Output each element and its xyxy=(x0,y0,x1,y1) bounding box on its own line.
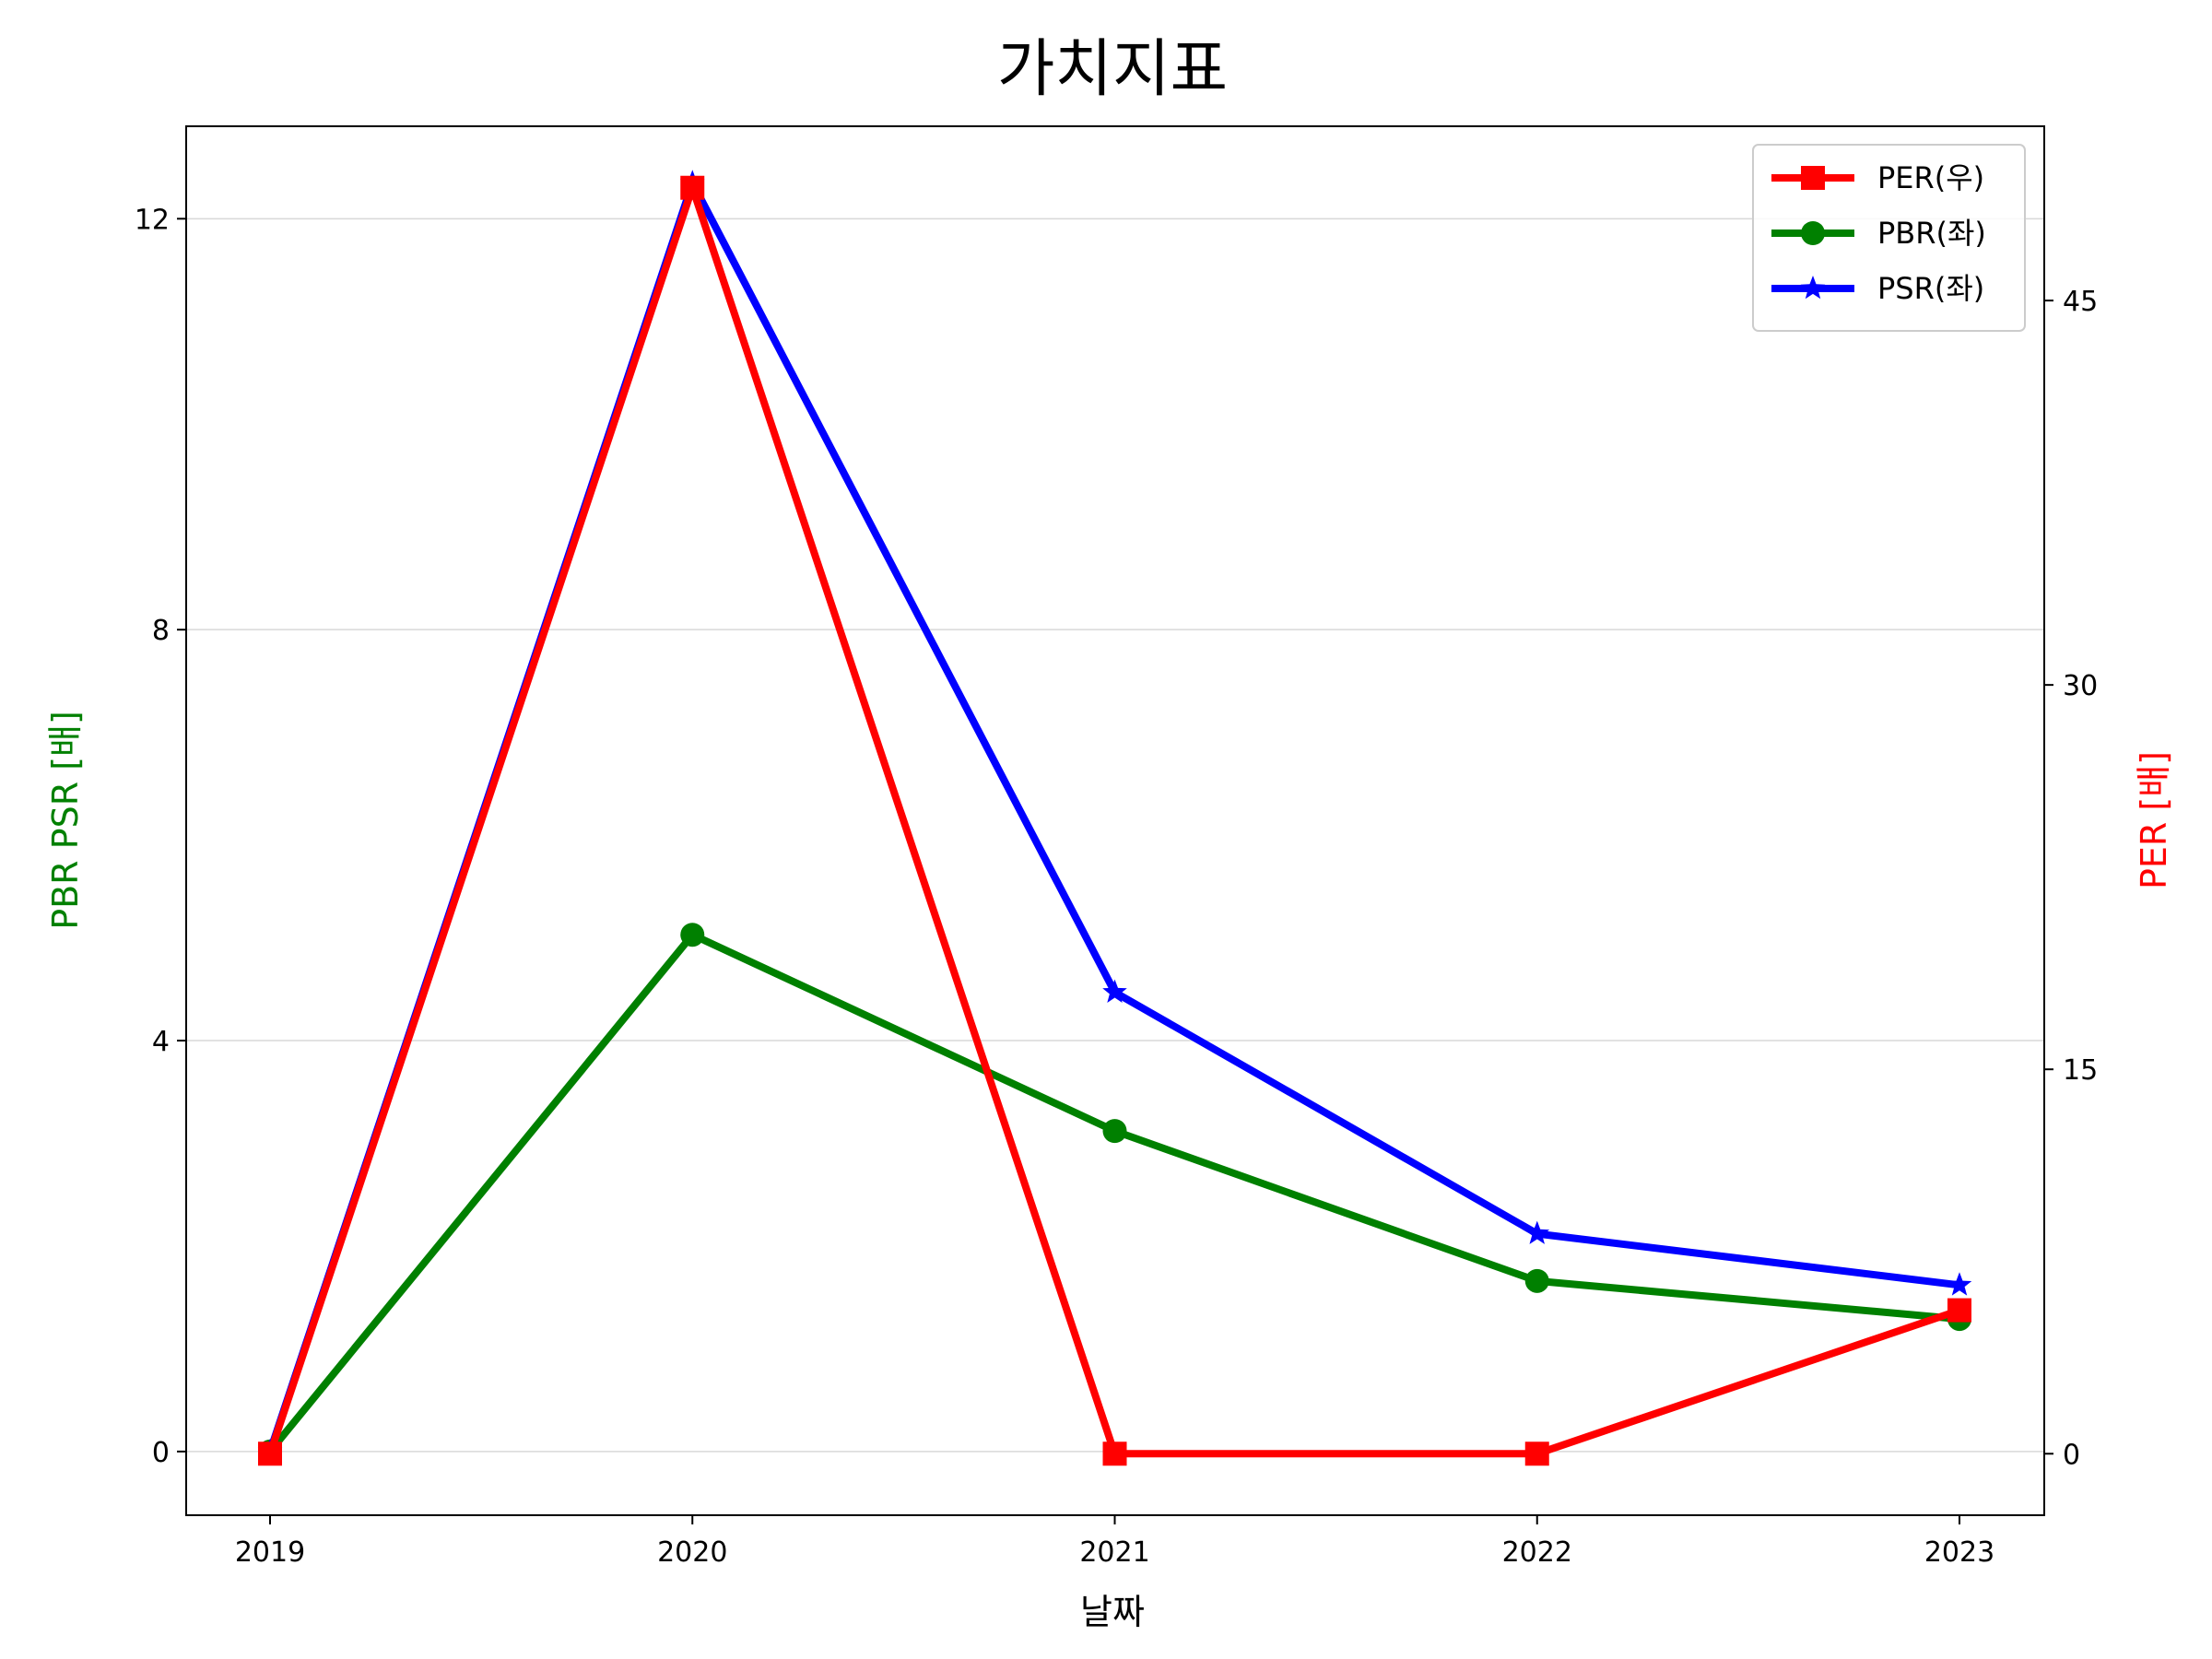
plot-frame xyxy=(185,125,2045,1516)
legend-marker xyxy=(1800,276,1826,300)
data-point xyxy=(1524,1220,1550,1244)
x-tick-label: 2022 xyxy=(1502,1536,1572,1569)
y-axis-left-title: PBR PSR [배] xyxy=(45,711,86,930)
data-point xyxy=(258,1441,282,1466)
legend-label: PER(우) xyxy=(1877,160,1984,195)
series-star xyxy=(257,170,1972,1463)
series-layer xyxy=(257,170,1972,1466)
y-left-tick-label: 12 xyxy=(135,204,170,236)
legend-label: PBR(좌) xyxy=(1877,216,1986,251)
x-tick-label: 2021 xyxy=(1079,1536,1149,1569)
chart-title: 가치지표 xyxy=(997,33,1228,106)
data-point xyxy=(1524,1441,1549,1466)
series-line xyxy=(266,183,1963,1458)
series-line xyxy=(266,179,1963,1455)
series-square xyxy=(258,175,1971,1466)
x-tick-label: 2019 xyxy=(235,1536,305,1569)
data-point xyxy=(1947,1272,1972,1296)
grid-lines xyxy=(186,218,2044,1453)
x-tick-label: 2020 xyxy=(657,1536,727,1569)
legend: PER(우) PBR(좌) PSR(좌) xyxy=(1752,144,2026,332)
y-axis-right: 0 15 30 45 xyxy=(2044,286,2098,1471)
x-axis: 2019 2020 2021 2022 2023 xyxy=(235,1515,1994,1569)
y-right-tick-label: 45 xyxy=(2063,286,2098,318)
x-axis-title: 날짜 xyxy=(1080,1592,1145,1632)
y-left-tick-label: 0 xyxy=(152,1437,170,1469)
y-right-tick-label: 15 xyxy=(2063,1054,2098,1087)
y-axis-left: 0 4 8 12 xyxy=(135,204,186,1469)
legend-marker xyxy=(1801,221,1825,245)
data-point xyxy=(680,923,705,947)
y-right-tick-label: 0 xyxy=(2063,1439,2080,1471)
y-left-tick-label: 4 xyxy=(152,1026,170,1058)
legend-marker xyxy=(1801,166,1825,190)
y-axis-right-title: PER [배] xyxy=(2134,751,2174,889)
y-right-tick-label: 30 xyxy=(2063,670,2098,702)
data-point xyxy=(1524,1268,1549,1293)
y-left-tick-label: 8 xyxy=(152,615,170,647)
data-point xyxy=(1947,1298,1971,1323)
series-line xyxy=(266,931,1963,1455)
x-tick-label: 2023 xyxy=(1924,1536,1994,1569)
data-point xyxy=(1102,979,1127,1003)
legend-label: PSR(좌) xyxy=(1877,271,1984,306)
series-circle xyxy=(258,923,1971,1464)
data-point xyxy=(680,175,705,200)
data-point xyxy=(1102,1441,1127,1466)
data-point xyxy=(1102,1119,1127,1144)
